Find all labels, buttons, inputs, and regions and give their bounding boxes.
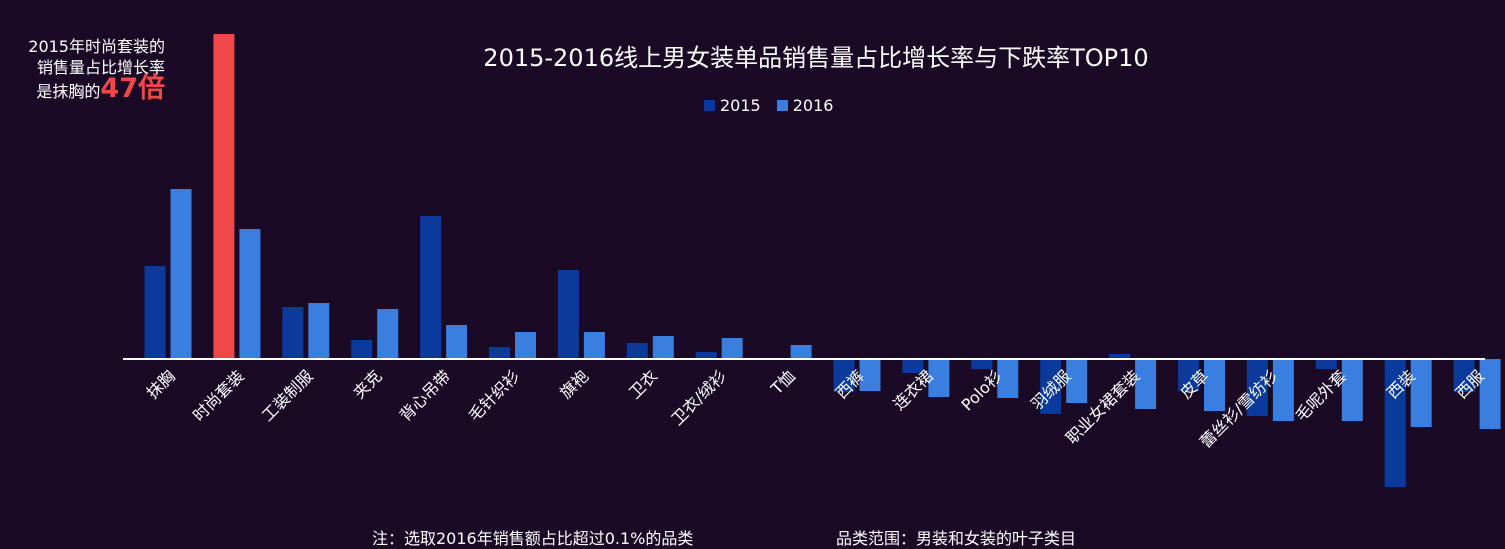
bar-2016-8 bbox=[721, 338, 743, 359]
bar-2015-17 bbox=[1315, 359, 1337, 369]
bar-2015-0 bbox=[144, 266, 166, 359]
callout-highlight: 47倍 bbox=[100, 73, 165, 104]
bar-2015-11 bbox=[902, 359, 924, 373]
bar-2015-4 bbox=[420, 216, 442, 359]
callout-prefix: 是抹胸的 bbox=[36, 82, 101, 101]
bar-2016-10 bbox=[859, 359, 881, 391]
category-label-9: T恤 bbox=[767, 366, 799, 398]
category-label-0: 抹胸 bbox=[143, 366, 179, 402]
bar-2015-5 bbox=[489, 347, 510, 359]
bar-2015-12 bbox=[971, 359, 993, 369]
bar-2016-9 bbox=[790, 345, 812, 359]
callout-line-1: 2015年时尚套装的 bbox=[28, 37, 165, 56]
bar-2015-2 bbox=[282, 307, 304, 359]
legend-swatch-2015 bbox=[704, 100, 715, 111]
callout-annotation: 2015年时尚套装的 销售量占比增长率 是抹胸的47倍 bbox=[0, 36, 165, 102]
callout-line-3: 是抹胸的47倍 bbox=[0, 75, 165, 102]
bar-2015-19 bbox=[1453, 359, 1475, 392]
bar-2016-4 bbox=[446, 325, 468, 359]
footnote-note: 注：选取2016年销售额占比超过0.1%的品类 bbox=[372, 529, 694, 548]
bar-2015-7 bbox=[626, 343, 648, 359]
bar-2016-3 bbox=[377, 309, 399, 359]
bar-2016-2 bbox=[308, 303, 330, 359]
category-label-17: 毛呢外套 bbox=[1291, 366, 1350, 425]
bar-2015-15 bbox=[1178, 359, 1199, 391]
footnote-scope: 品类范围：男装和女装的叶子类目 bbox=[836, 529, 1077, 548]
bar-2016-6 bbox=[583, 332, 605, 359]
bar-2016-5 bbox=[515, 332, 536, 359]
bar-2015-6 bbox=[557, 270, 579, 359]
category-label-8: 卫衣/绒衫 bbox=[668, 366, 731, 429]
bar-2015-8 bbox=[695, 352, 717, 359]
bar-2015-1 bbox=[213, 34, 235, 359]
bar-2016-7 bbox=[652, 336, 674, 359]
category-label-6: 旗袍 bbox=[556, 366, 592, 402]
chart-title: 2015-2016线上男女装单品销售量占比增长率与下跌率TOP10 bbox=[483, 44, 1149, 72]
legend: 2015 2016 bbox=[700, 96, 845, 115]
bar-2016-16 bbox=[1272, 359, 1294, 421]
bar-2016-11 bbox=[928, 359, 950, 397]
bar-2015-13 bbox=[1040, 359, 1062, 414]
bar-2015-10 bbox=[833, 359, 855, 392]
callout-line-2: 销售量占比增长率 bbox=[36, 58, 165, 77]
legend-swatch-2016 bbox=[776, 100, 788, 111]
legend-label-2015: 2015 bbox=[720, 96, 761, 115]
bar-2015-3 bbox=[351, 340, 373, 359]
bar-2016-12 bbox=[997, 359, 1019, 398]
bar-2016-14 bbox=[1135, 359, 1157, 409]
bar-2016-13 bbox=[1066, 359, 1088, 403]
bar-2015-18 bbox=[1384, 359, 1406, 487]
legend-label-2016: 2016 bbox=[792, 96, 834, 115]
bar-2016-1 bbox=[239, 229, 261, 359]
bar-2016-18 bbox=[1410, 359, 1432, 427]
category-label-3: 夹克 bbox=[349, 366, 385, 402]
category-label-1: 时尚套装 bbox=[189, 366, 248, 425]
bar-2015-14 bbox=[1109, 354, 1131, 359]
bar-2016-19 bbox=[1479, 359, 1501, 429]
bar-2016-17 bbox=[1341, 359, 1363, 421]
category-label-4: 背心吊带 bbox=[396, 366, 455, 425]
category-label-7: 卫衣 bbox=[625, 366, 661, 402]
bar-2015-16 bbox=[1246, 359, 1268, 416]
bar-2016-0 bbox=[170, 189, 192, 359]
category-label-2: 工装制服 bbox=[258, 366, 317, 425]
category-label-5: 毛针织衫 bbox=[465, 366, 524, 425]
bar-2016-15 bbox=[1204, 359, 1225, 411]
